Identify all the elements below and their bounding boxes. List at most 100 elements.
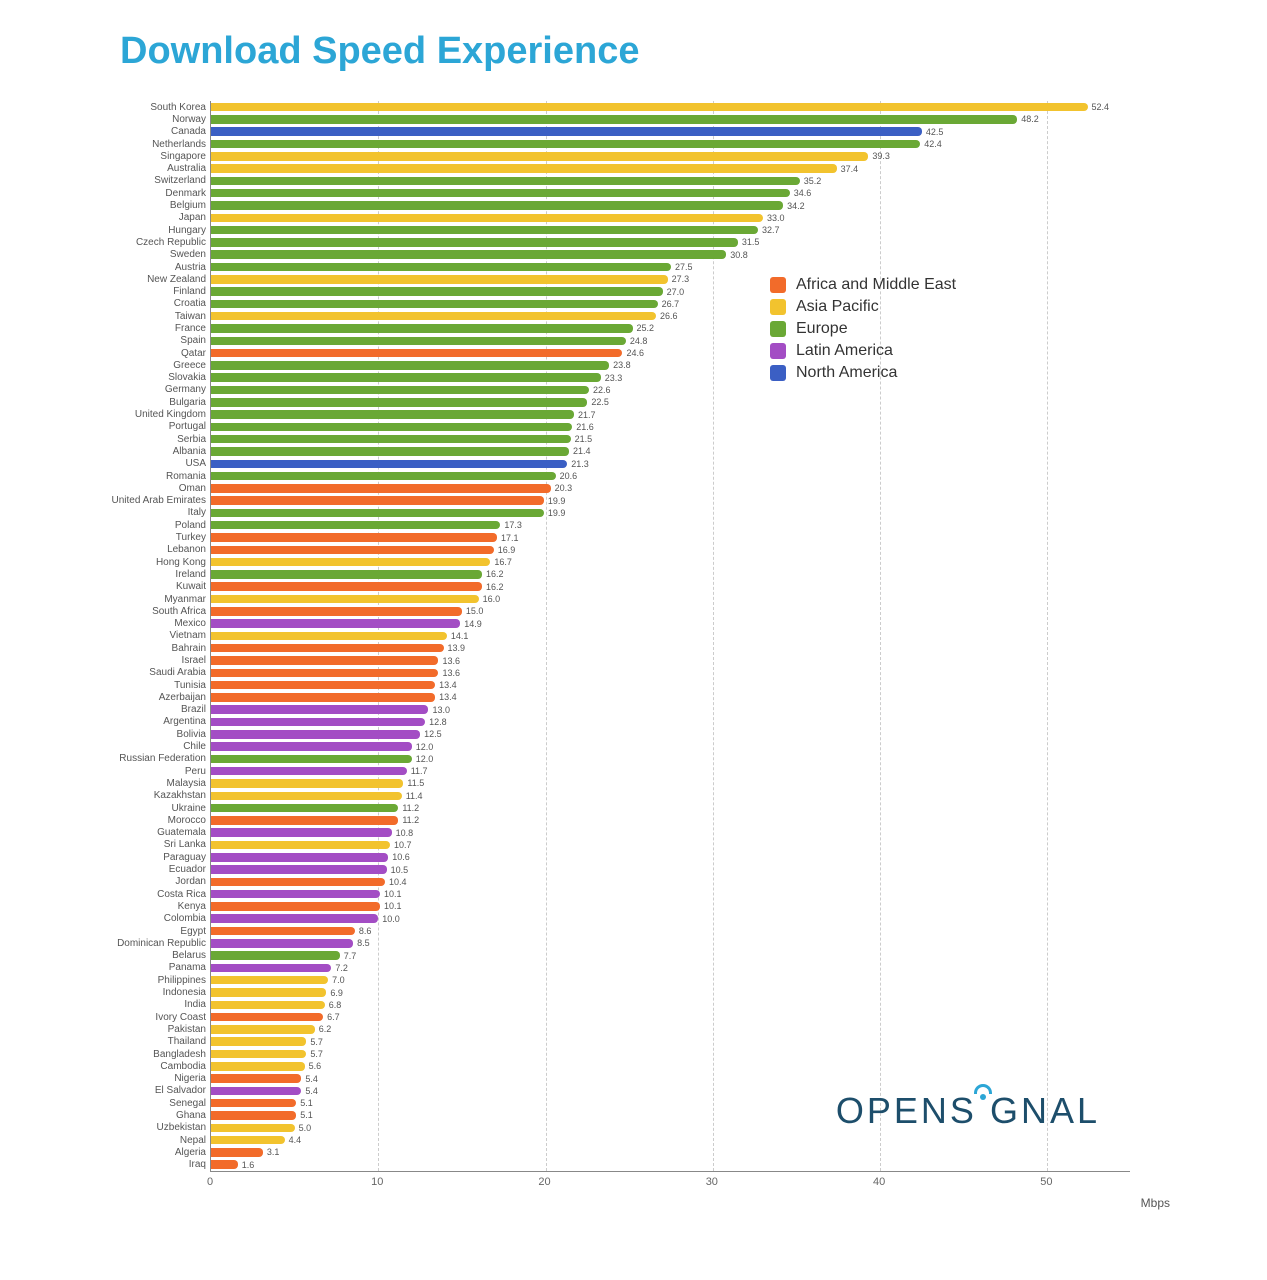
bar-value-label: 30.8 [726, 250, 748, 260]
country-label: Philippines [158, 975, 211, 986]
bar-value-label: 27.5 [671, 262, 693, 272]
x-tick-label: 30 [706, 1176, 718, 1188]
bar-row: Turkey17.1 [211, 531, 1130, 543]
bar: 11.2 [211, 804, 398, 813]
legend-swatch [770, 365, 786, 381]
x-tick-label: 50 [1040, 1176, 1052, 1188]
country-label: El Salvador [155, 1085, 211, 1096]
bar-row: Mexico14.9 [211, 617, 1130, 629]
bar-row: Netherlands42.4 [211, 138, 1130, 150]
bar: 35.2 [211, 177, 800, 186]
country-label: Thailand [168, 1036, 211, 1047]
bar: 21.5 [211, 435, 571, 444]
bar-value-label: 34.6 [790, 188, 812, 198]
bar-value-label: 15.0 [462, 606, 484, 616]
country-label: Chile [183, 741, 211, 752]
bar: 5.0 [211, 1124, 295, 1133]
country-label: Portugal [169, 421, 211, 432]
country-label: Ecuador [169, 864, 211, 875]
legend-label: North America [796, 364, 897, 382]
bar-value-label: 17.3 [500, 520, 522, 530]
country-label: Argentina [163, 716, 211, 727]
bar-value-label: 31.5 [738, 237, 760, 247]
bar: 26.6 [211, 312, 656, 321]
bar: 19.9 [211, 509, 544, 518]
bar: 4.4 [211, 1136, 285, 1145]
bar-row: Czech Republic31.5 [211, 236, 1130, 248]
country-label: Uzbekistan [157, 1122, 211, 1133]
bar: 20.3 [211, 484, 551, 493]
bar-value-label: 6.7 [323, 1012, 340, 1022]
bar-row: United Kingdom21.7 [211, 408, 1130, 420]
bar: 6.7 [211, 1013, 323, 1022]
bar: 21.6 [211, 423, 572, 432]
bar-row: Chile12.0 [211, 740, 1130, 752]
bar-row: Thailand5.7 [211, 1036, 1130, 1048]
bar-row: Hong Kong16.7 [211, 556, 1130, 568]
bar-value-label: 12.8 [425, 717, 447, 727]
bar: 12.8 [211, 718, 425, 727]
legend-item: North America [770, 364, 956, 382]
bar-value-label: 21.6 [572, 422, 594, 432]
bar: 13.6 [211, 656, 438, 665]
bar: 33.0 [211, 214, 763, 223]
country-label: Spain [180, 335, 211, 346]
legend-label: Asia Pacific [796, 298, 879, 316]
bar-value-label: 12.5 [420, 729, 442, 739]
country-label: Bangladesh [153, 1049, 211, 1060]
country-label: Norway [172, 114, 211, 125]
bar-row: Kuwait16.2 [211, 581, 1130, 593]
bar-row: Oman20.3 [211, 482, 1130, 494]
country-label: Netherlands [152, 139, 211, 150]
bar-row: Panama7.2 [211, 962, 1130, 974]
bar-row: Italy19.9 [211, 507, 1130, 519]
bar-row: Peru11.7 [211, 765, 1130, 777]
country-label: Denmark [165, 188, 211, 199]
bar: 17.3 [211, 521, 500, 530]
bar: 21.7 [211, 410, 574, 419]
country-label: Kenya [178, 901, 211, 912]
legend-swatch [770, 277, 786, 293]
bar-row: Brazil13.0 [211, 704, 1130, 716]
bar-row: Nepal4.4 [211, 1134, 1130, 1146]
bar-value-label: 11.7 [407, 766, 428, 776]
bar: 20.6 [211, 472, 556, 481]
logo-text-after: GNAL [990, 1090, 1100, 1131]
country-label: Canada [171, 126, 211, 137]
bar: 22.6 [211, 386, 589, 395]
x-tick-label: 20 [538, 1176, 550, 1188]
bar-row: Iraq1.6 [211, 1159, 1130, 1171]
bar: 12.5 [211, 730, 420, 739]
bar: 42.5 [211, 127, 922, 136]
bar-row: Indonesia6.9 [211, 986, 1130, 998]
bar: 5.4 [211, 1074, 301, 1083]
bar: 27.5 [211, 263, 671, 272]
bar-row: United Arab Emirates19.9 [211, 495, 1130, 507]
bar-value-label: 17.1 [497, 533, 519, 543]
bar-value-label: 5.4 [301, 1074, 318, 1084]
bar: 8.5 [211, 939, 353, 948]
x-axis: Mbps 01020304050 [210, 1172, 1130, 1192]
bar-value-label: 32.7 [758, 225, 780, 235]
bar: 12.0 [211, 755, 412, 764]
bar: 12.0 [211, 742, 412, 751]
country-label: Ivory Coast [155, 1012, 211, 1023]
bar: 7.7 [211, 951, 340, 960]
country-label: Belarus [172, 950, 211, 961]
bar-row: Ecuador10.5 [211, 863, 1130, 875]
bar: 11.4 [211, 792, 402, 801]
bar: 24.6 [211, 349, 622, 358]
bar-row: Tunisia13.4 [211, 679, 1130, 691]
bar-value-label: 14.9 [460, 619, 482, 629]
bar-row: Vietnam14.1 [211, 630, 1130, 642]
legend-item: Africa and Middle East [770, 276, 956, 294]
country-label: Bolivia [177, 729, 211, 740]
bar-value-label: 1.6 [238, 1160, 255, 1170]
bar: 39.3 [211, 152, 868, 161]
bar-value-label: 13.4 [435, 680, 457, 690]
bar-value-label: 5.0 [295, 1123, 312, 1133]
bar-value-label: 34.2 [783, 201, 805, 211]
country-label: Indonesia [163, 987, 211, 998]
country-label: Lebanon [167, 544, 211, 555]
bar-value-label: 39.3 [868, 151, 890, 161]
